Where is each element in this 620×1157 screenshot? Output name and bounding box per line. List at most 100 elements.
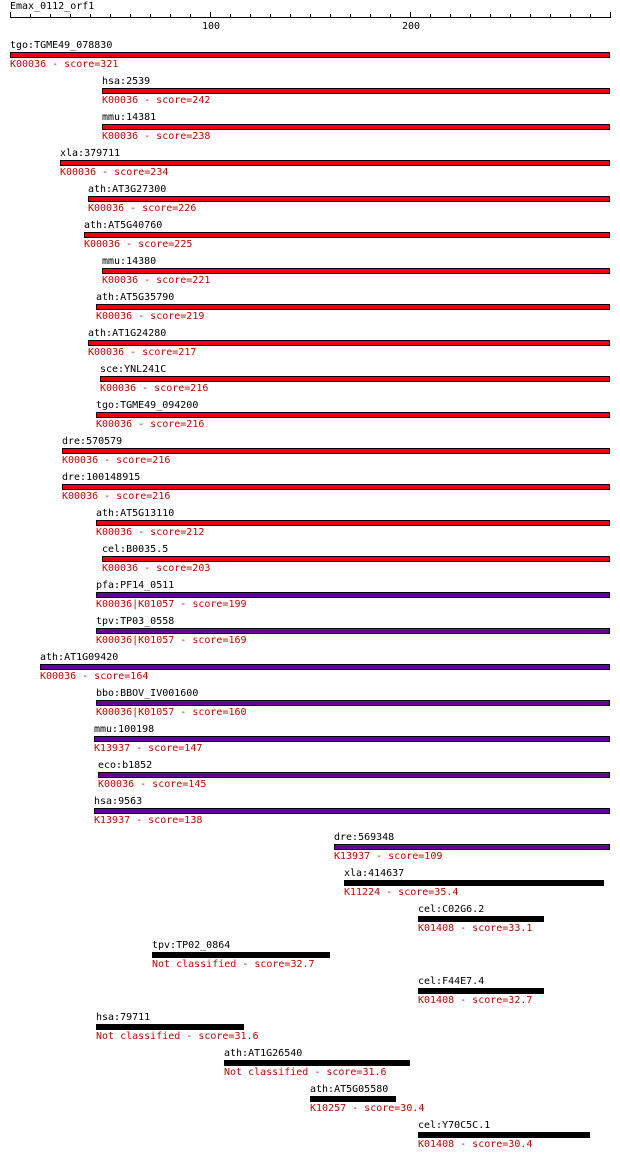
axis-tick <box>590 14 591 18</box>
hit-bar[interactable] <box>102 124 610 130</box>
query-title: Emax_0112_orf1 <box>10 1 95 12</box>
hit-gene-label[interactable]: cel:C02G6.2 <box>418 904 485 915</box>
hit-bar[interactable] <box>96 592 610 598</box>
hit-bar[interactable] <box>40 664 610 670</box>
axis-tick <box>110 14 111 18</box>
axis-tick <box>470 14 471 18</box>
hit-score-label: K11224 - score=35.4 <box>344 887 459 898</box>
hit-bar[interactable] <box>94 808 610 814</box>
axis-tick <box>230 14 231 18</box>
axis-tick <box>510 14 511 18</box>
hit-bar[interactable] <box>100 376 610 382</box>
hit-bar[interactable] <box>418 1132 590 1138</box>
hit-gene-label[interactable]: pfa:PF14_0511 <box>96 580 175 591</box>
hit-score-label: K00036 - score=321 <box>10 59 119 70</box>
hit-gene-label[interactable]: cel:Y70C5C.1 <box>418 1120 491 1131</box>
hit-bar[interactable] <box>88 196 610 202</box>
hit-bar[interactable] <box>88 340 610 346</box>
hit-bar[interactable] <box>98 772 610 778</box>
hit-bar[interactable] <box>152 952 330 958</box>
hit-bar[interactable] <box>102 88 610 94</box>
hit-bar[interactable] <box>96 700 610 706</box>
hit-bar[interactable] <box>334 844 610 850</box>
hit-score-label: K00036 - score=219 <box>96 311 205 322</box>
hit-gene-label[interactable]: ath:AT1G09420 <box>40 652 119 663</box>
hit-bar[interactable] <box>96 1024 244 1030</box>
hit-gene-label[interactable]: sce:YNL241C <box>100 364 167 375</box>
hit-bar[interactable] <box>60 160 610 166</box>
hit-bar[interactable] <box>418 988 544 994</box>
hit-score-label: K00036 - score=216 <box>100 383 209 394</box>
hit-bar[interactable] <box>84 232 610 238</box>
hit-gene-label[interactable]: tpv:TP03_0558 <box>96 616 175 627</box>
hit-bar[interactable] <box>62 448 610 454</box>
axis-tick <box>530 14 531 18</box>
hit-score-label: K10257 - score=30.4 <box>310 1103 425 1114</box>
hit-gene-label[interactable]: mmu:14380 <box>102 256 157 267</box>
hit-gene-label[interactable]: ath:AT5G13110 <box>96 508 175 519</box>
hit-gene-label[interactable]: cel:F44E7.4 <box>418 976 485 987</box>
hit-gene-label[interactable]: mmu:100198 <box>94 724 155 735</box>
hit-bar[interactable] <box>102 556 610 562</box>
hit-bar[interactable] <box>96 304 610 310</box>
hit-bar[interactable] <box>96 628 610 634</box>
axis-tick-label: 200 <box>402 21 421 32</box>
hit-gene-label[interactable]: ath:AT3G27300 <box>88 184 167 195</box>
hit-score-label: K00036 - score=221 <box>102 275 211 286</box>
hit-score-label: Not classified - score=31.6 <box>224 1067 387 1078</box>
hit-bar[interactable] <box>10 52 610 58</box>
hit-score-label: K00036 - score=216 <box>96 419 205 430</box>
hit-gene-label[interactable]: ath:AT5G40760 <box>84 220 163 231</box>
hit-bar[interactable] <box>62 484 610 490</box>
hit-bar[interactable] <box>224 1060 410 1066</box>
hit-bar[interactable] <box>102 268 610 274</box>
axis-tick <box>210 12 211 18</box>
hit-bar[interactable] <box>96 412 610 418</box>
hit-gene-label[interactable]: ath:AT1G26540 <box>224 1048 303 1059</box>
hit-score-label: K00036|K01057 - score=199 <box>96 599 247 610</box>
hit-bar[interactable] <box>344 880 604 886</box>
axis-tick <box>190 14 191 18</box>
hit-gene-label[interactable]: tpv:TP02_0864 <box>152 940 231 951</box>
hit-gene-label[interactable]: hsa:2539 <box>102 76 151 87</box>
hit-gene-label[interactable]: dre:569348 <box>334 832 395 843</box>
hit-score-label: K00036 - score=225 <box>84 239 193 250</box>
hit-score-label: K00036 - score=216 <box>62 491 171 502</box>
axis-tick <box>350 14 351 18</box>
hit-gene-label[interactable]: mmu:14381 <box>102 112 157 123</box>
hit-gene-label[interactable]: cel:B0035.5 <box>102 544 169 555</box>
hit-gene-label[interactable]: hsa:9563 <box>94 796 143 807</box>
axis-tick <box>90 14 91 18</box>
hit-score-label: K00036 - score=242 <box>102 95 211 106</box>
axis-tick <box>310 14 311 18</box>
hit-gene-label[interactable]: tgo:TGME49_078830 <box>10 40 113 51</box>
axis-tick <box>570 14 571 18</box>
axis-tick <box>430 14 431 18</box>
axis-tick <box>390 14 391 18</box>
hit-bar[interactable] <box>310 1096 396 1102</box>
hit-gene-label[interactable]: hsa:79711 <box>96 1012 151 1023</box>
hit-bar[interactable] <box>418 916 544 922</box>
hit-bar[interactable] <box>94 736 610 742</box>
hit-gene-label[interactable]: ath:AT5G05580 <box>310 1084 389 1095</box>
hit-bar[interactable] <box>96 520 610 526</box>
hit-gene-label[interactable]: eco:b1852 <box>98 760 153 771</box>
hit-score-label: K00036 - score=238 <box>102 131 211 142</box>
axis-tick <box>10 12 11 18</box>
hit-gene-label[interactable]: ath:AT1G24280 <box>88 328 167 339</box>
hit-score-label: K00036 - score=145 <box>98 779 207 790</box>
hit-gene-label[interactable]: dre:100148915 <box>62 472 141 483</box>
axis-tick <box>290 14 291 18</box>
axis-tick <box>270 14 271 18</box>
hit-gene-label[interactable]: dre:570579 <box>62 436 123 447</box>
axis-tick <box>70 14 71 18</box>
axis-tick <box>410 12 411 18</box>
hit-gene-label[interactable]: xla:379711 <box>60 148 121 159</box>
hit-gene-label[interactable]: ath:AT5G35790 <box>96 292 175 303</box>
hit-gene-label[interactable]: xla:414637 <box>344 868 405 879</box>
hit-gene-label[interactable]: tgo:TGME49_094200 <box>96 400 199 411</box>
hit-gene-label[interactable]: bbo:BBOV_IV001600 <box>96 688 199 699</box>
axis-tick <box>150 14 151 18</box>
hit-score-label: K00036 - score=203 <box>102 563 211 574</box>
